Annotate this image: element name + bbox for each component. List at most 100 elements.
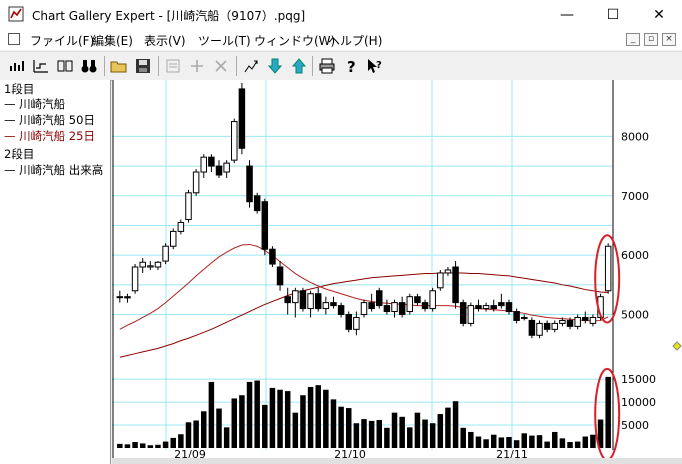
volume-bar <box>307 386 314 448</box>
candle-body <box>543 322 551 330</box>
save-disk-icon[interactable] <box>132 55 154 77</box>
menu-file[interactable]: ファイル(F) <box>30 34 95 48</box>
candlestick-chart: 8000 7000 6000 5000 15000 10000 5000 21/09 21/10… <box>112 80 682 464</box>
candle-body <box>162 245 169 262</box>
volume-bar <box>254 380 260 448</box>
candle-body <box>337 305 345 316</box>
highlight-ellipse <box>594 234 621 324</box>
svg-text:?: ? <box>347 58 356 75</box>
mdi-restore-button[interactable]: ▫ <box>644 33 658 46</box>
ma50-line <box>119 272 609 358</box>
volume-bar <box>384 427 390 448</box>
candle-body <box>177 221 185 232</box>
menu-help[interactable]: ヘルプ(H) <box>328 34 383 48</box>
candle-body <box>490 305 497 310</box>
volume-bar <box>460 427 466 448</box>
volume-bar <box>368 420 375 448</box>
candle-body <box>192 171 200 194</box>
legend-item-ma50[interactable]: — 川崎汽船 50日 <box>4 113 95 127</box>
volume-bar <box>605 376 611 448</box>
volume-bar <box>590 434 596 448</box>
volume-bar <box>399 416 405 448</box>
volume-bar <box>124 444 131 448</box>
line-chart-icon[interactable] <box>30 55 52 77</box>
menu-window[interactable]: ウィンドウ(W) <box>254 34 336 48</box>
open-folder-icon[interactable] <box>108 55 130 77</box>
close-button[interactable]: ✕ <box>653 7 665 23</box>
candle-body <box>574 316 581 327</box>
candle-body <box>238 88 246 149</box>
volume-bar <box>597 419 604 448</box>
candle-body <box>261 201 269 250</box>
move-down-icon[interactable] <box>264 55 286 77</box>
candle-body <box>604 245 612 292</box>
volume-bar <box>284 391 291 448</box>
horizontal-scrollbar[interactable] <box>112 458 682 464</box>
menu-edit[interactable]: 編集(E) <box>92 34 133 48</box>
volume-bar <box>506 436 512 448</box>
marker-diamond-icon <box>672 341 682 351</box>
volume-bar <box>353 423 360 448</box>
edit-chart-icon[interactable] <box>240 55 262 77</box>
volume-bar <box>231 398 238 448</box>
help-icon[interactable]: ? <box>340 55 362 77</box>
mdi-minimize-button[interactable]: _ <box>626 33 640 46</box>
move-up-icon[interactable] <box>288 55 310 77</box>
candle-body <box>582 316 589 321</box>
candle-body <box>505 302 513 313</box>
volume-bar <box>139 443 146 448</box>
compare-chart-icon[interactable] <box>54 55 76 77</box>
candle-body <box>444 269 452 274</box>
binoculars-icon[interactable] <box>78 55 100 77</box>
menu-view[interactable]: 表示(V) <box>144 34 186 48</box>
candle-body <box>589 316 597 324</box>
candle-body <box>566 319 574 327</box>
candle-chart-icon[interactable] <box>6 55 28 77</box>
legend-item-price[interactable]: — 川崎汽船 <box>4 97 66 111</box>
maximize-button[interactable]: ☐ <box>606 7 620 23</box>
volume-bar <box>345 408 352 448</box>
candle-body <box>246 165 253 203</box>
volume-bar <box>277 389 283 448</box>
candle-body <box>353 316 360 330</box>
delete-icon[interactable] <box>210 55 232 77</box>
candle-body <box>307 293 314 310</box>
candle-body <box>551 322 559 330</box>
candle-body <box>452 266 459 304</box>
candle-body <box>528 319 536 336</box>
toolbar: ? ? <box>0 51 682 81</box>
context-help-icon[interactable]: ? <box>364 55 386 77</box>
menu-tools[interactable]: ツール(T) <box>198 34 251 48</box>
volume-bar <box>407 427 413 448</box>
properties-icon[interactable] <box>162 55 184 77</box>
volume-bar <box>582 436 589 448</box>
candle-body <box>368 302 375 310</box>
candle-body <box>482 305 490 310</box>
add-icon[interactable] <box>186 55 208 77</box>
volume-bar <box>193 420 199 448</box>
candle-body <box>154 261 162 268</box>
candle-body <box>421 302 429 310</box>
legend-item-ma25[interactable]: — 川崎汽船 25日 <box>4 129 95 143</box>
volume-bar <box>452 401 459 448</box>
candle-body <box>475 305 482 310</box>
print-icon[interactable] <box>316 55 338 77</box>
candle-body <box>299 290 307 310</box>
volume-bar <box>422 419 428 448</box>
candle-body <box>200 156 208 173</box>
minimize-button[interactable]: — <box>560 7 574 23</box>
price-tick-label: 5000 <box>621 309 649 322</box>
volume-tick-label: 15000 <box>621 373 656 386</box>
candle-body <box>383 305 391 313</box>
mdi-close-button[interactable]: × <box>662 33 676 46</box>
document-icon[interactable] <box>8 33 20 45</box>
candle-body <box>215 165 223 176</box>
volume-bar <box>117 443 123 448</box>
volume-bar <box>490 434 497 448</box>
legend-item-volume[interactable]: — 川崎汽船 出来高 <box>4 163 104 177</box>
volume-bar <box>361 419 367 448</box>
candle-body <box>536 322 543 336</box>
app-logo-icon <box>8 6 24 22</box>
chart-area[interactable]: 8000 7000 6000 5000 15000 10000 5000 21/09 21/10… <box>112 80 682 464</box>
volume-bar <box>498 437 505 448</box>
